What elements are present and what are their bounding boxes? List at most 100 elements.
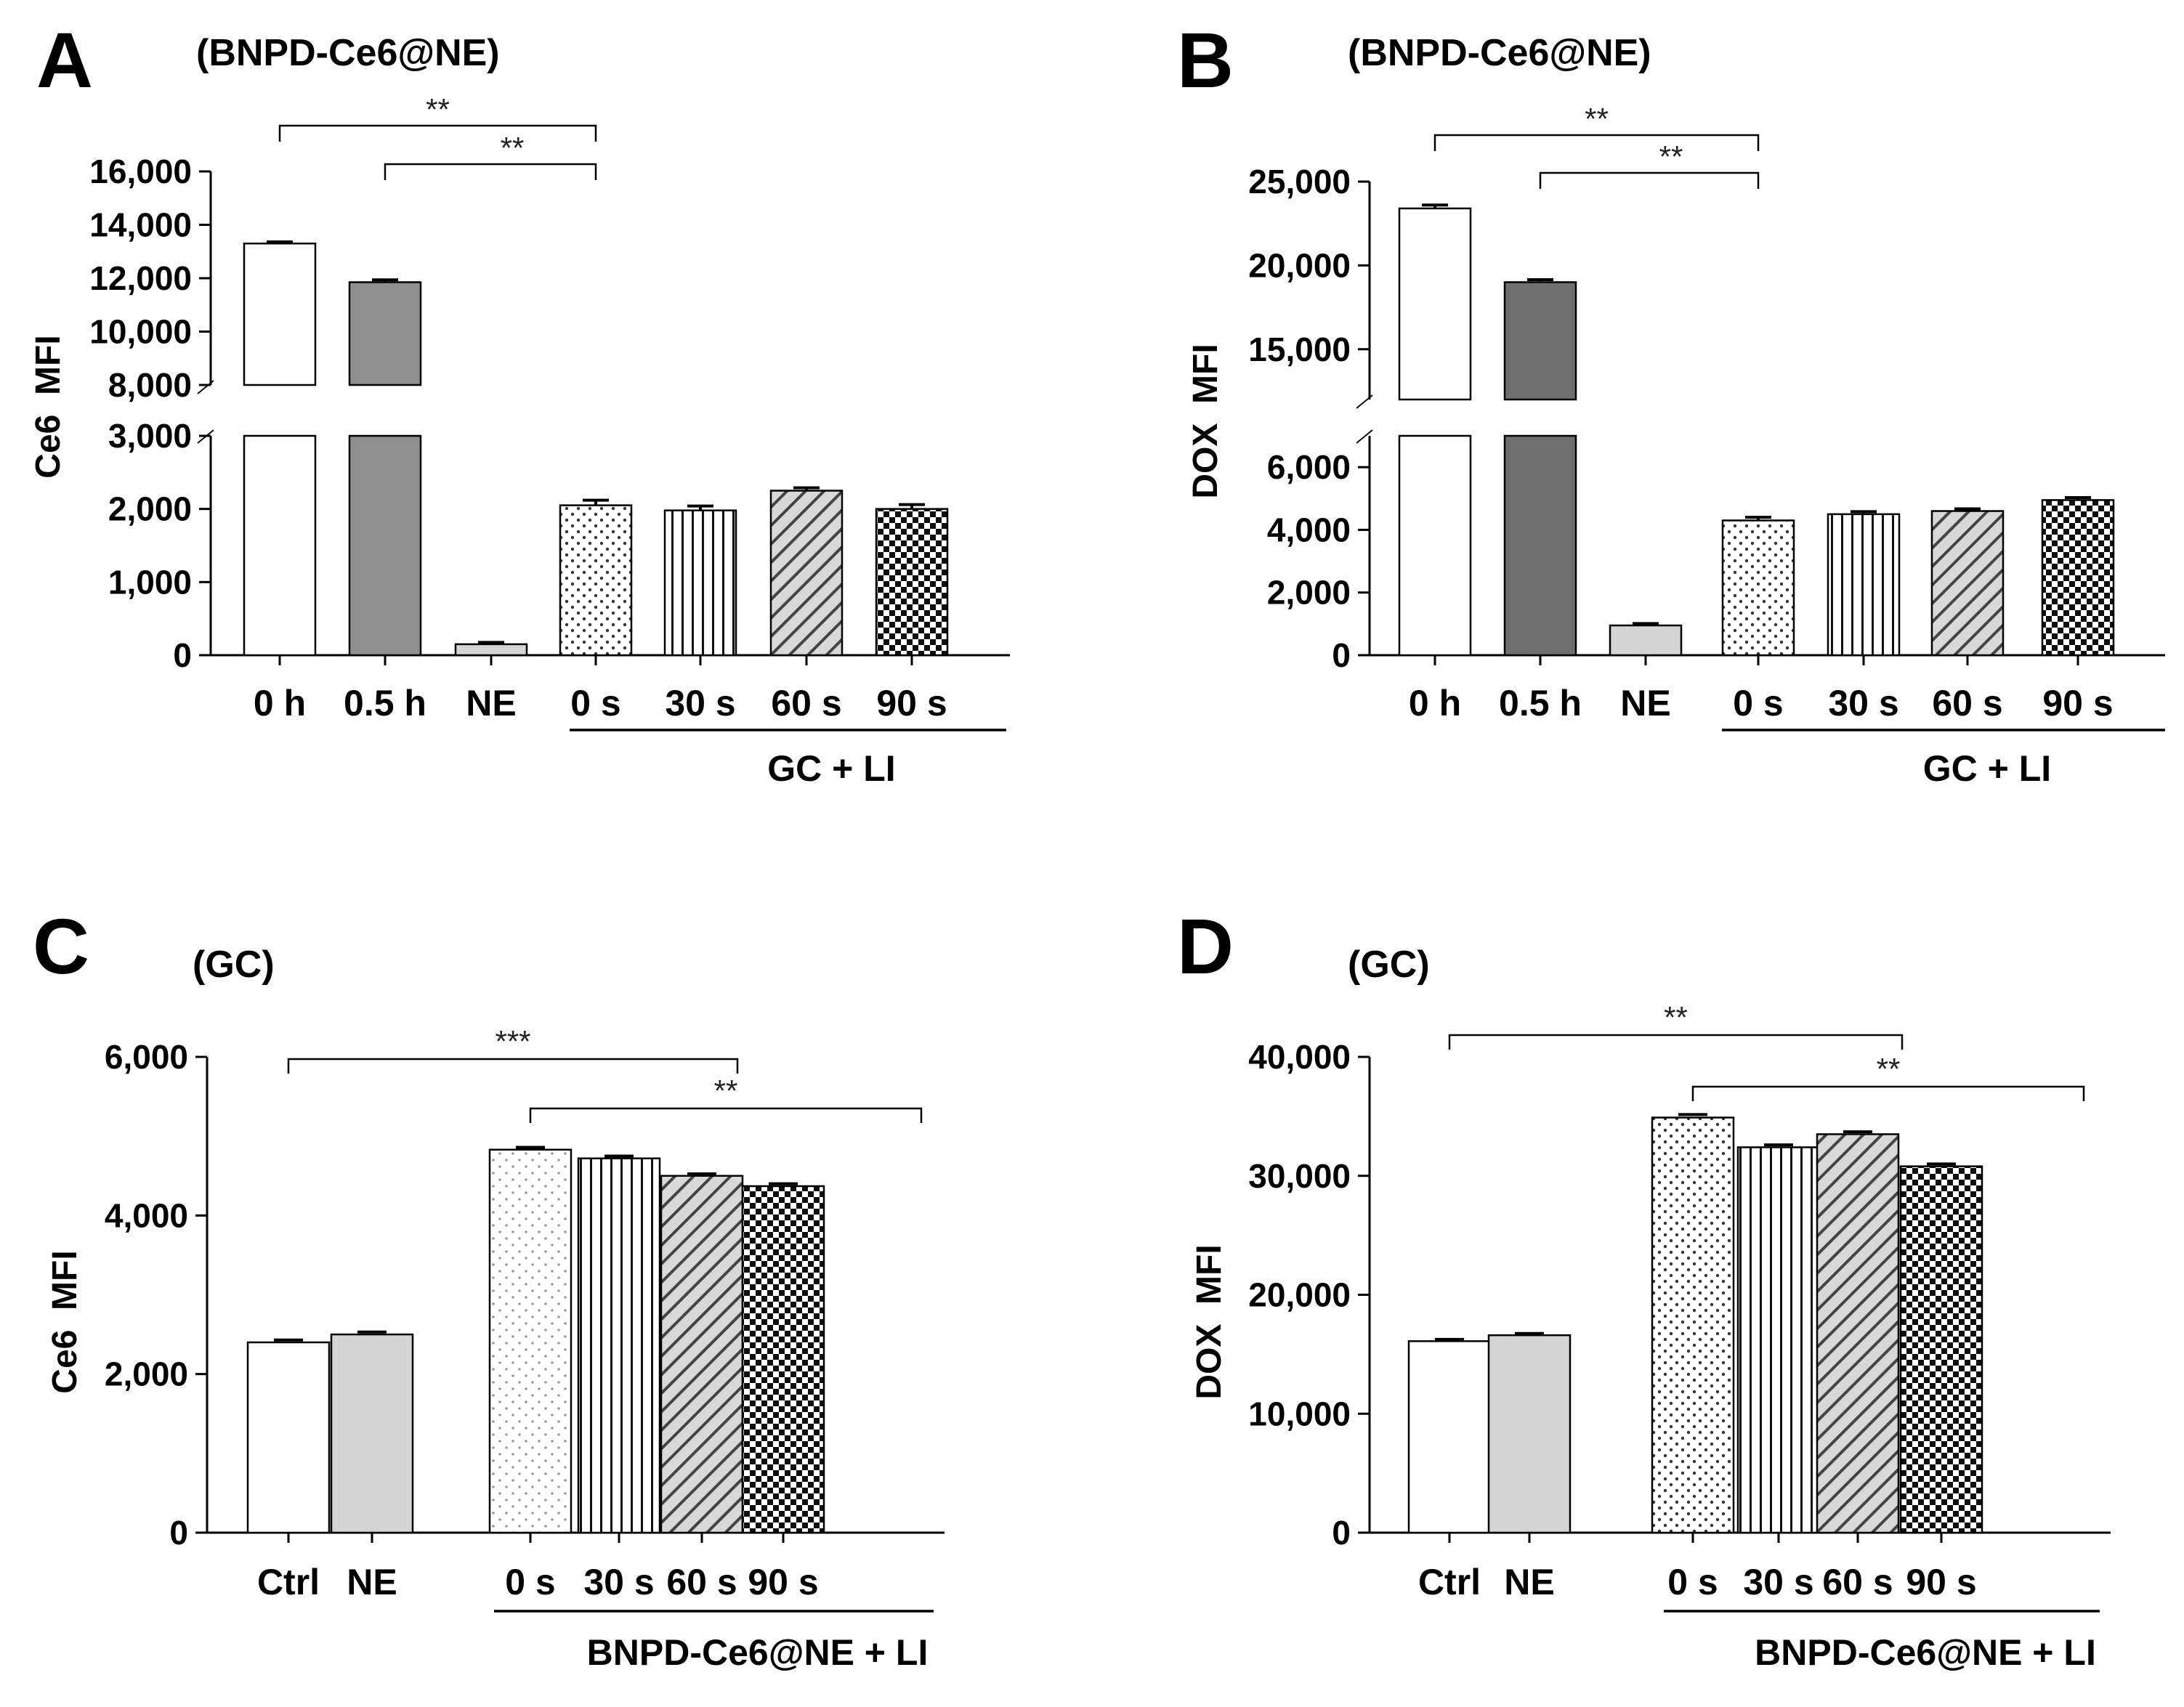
bar-upper-segment: [348, 281, 422, 386]
category-label: 0 h: [1409, 683, 1461, 723]
significance-label: **: [426, 92, 450, 126]
bar: [1827, 513, 1901, 657]
significance-bracket: [1433, 134, 1760, 151]
y-tick-label: 2,000: [105, 1355, 188, 1393]
significance-label: ***: [495, 1024, 530, 1058]
category-label: 60 s: [771, 683, 841, 723]
axis-break-gap: [347, 386, 423, 434]
significance-bracket: [287, 1058, 739, 1074]
group-label: GC + LI: [1923, 748, 2051, 789]
category-label: NE: [466, 683, 516, 723]
panel-letter: A: [36, 16, 93, 104]
panel-a: A (BNPD-Ce6@NE) Ce6 MFI 0 1,000 2,000 3,000 8,0…: [29, 16, 1010, 789]
category-label: NE: [347, 1562, 397, 1602]
category-label: 0 s: [570, 683, 621, 723]
bar: [769, 490, 844, 657]
category-label: 0 s: [1733, 683, 1784, 723]
significance-bracket: [1691, 1085, 2085, 1101]
panel-title: (GC): [193, 944, 275, 986]
significance-bracket: [1539, 171, 1760, 189]
y-tick-label: 12,000: [89, 259, 192, 297]
y-tick-label: 2,000: [108, 490, 192, 528]
bar: [663, 509, 737, 657]
y-tick-label: 6,000: [105, 1038, 188, 1076]
axis-break-mark: [197, 380, 214, 394]
bar-upper-segment: [1398, 207, 1472, 401]
category-label: 90 s: [1906, 1562, 1976, 1602]
bar: [660, 1175, 744, 1534]
y-tick-label: 10,000: [89, 313, 192, 351]
axis-break-gap: [1397, 401, 1473, 434]
category-label: 0 h: [254, 683, 306, 723]
bar: [1816, 1133, 1900, 1534]
bar: [348, 434, 422, 657]
bar: [246, 1341, 331, 1534]
panel-title: (GC): [1348, 944, 1430, 986]
axis-break-gap: [1502, 401, 1578, 434]
category-label: 30 s: [583, 1562, 654, 1602]
bar: [330, 1333, 414, 1534]
y-axis-label: Ce6 MFI: [29, 335, 68, 478]
category-label: 30 s: [665, 683, 735, 723]
category-label: 60 s: [1932, 683, 2002, 723]
axis-break-mark: [1356, 429, 1373, 444]
y-tick-label: 4,000: [105, 1196, 188, 1234]
y-tick-label: 0: [173, 636, 192, 674]
category-label: 30 s: [1743, 1562, 1813, 1602]
bar: [577, 1157, 661, 1534]
category-label: NE: [1504, 1562, 1554, 1602]
category-label: 90 s: [876, 683, 947, 723]
bar: [1721, 519, 1795, 657]
y-tick-label: 0: [1332, 636, 1351, 674]
y-tick-label: 1,000: [108, 563, 192, 601]
y-tick-label: 4,000: [1267, 511, 1351, 548]
bar: [1899, 1165, 1983, 1534]
panel-c: C (GC) Ce6 MFI 0 2,000 4,000 6,000 Ctrl NE 0 s 30 …: [33, 902, 945, 1673]
bar: [1930, 510, 2005, 657]
y-tick-label: 20,000: [1248, 1276, 1351, 1314]
category-label: 30 s: [1828, 683, 1898, 723]
group-label: GC + LI: [767, 748, 895, 789]
y-axis-label: Ce6 MFI: [46, 1250, 84, 1393]
category-label: 60 s: [1822, 1562, 1893, 1602]
significance-label: **: [714, 1074, 738, 1108]
category-label: NE: [1620, 683, 1670, 723]
axis-break-mark: [1356, 394, 1373, 409]
panel-letter: D: [1177, 902, 1234, 990]
category-label: 90 s: [748, 1562, 818, 1602]
significance-label: **: [1877, 1052, 1901, 1086]
bar-upper-segment: [243, 242, 317, 386]
y-tick-label: 0: [1332, 1514, 1351, 1552]
y-tick-label: 3,000: [108, 417, 192, 455]
category-label: 0.5 h: [344, 683, 426, 723]
panel-b: B (BNPD-Ce6@NE) DOX MFI 0 2,000 4,000 6,000 15,…: [1177, 16, 2165, 789]
y-tick-label: 16,000: [89, 153, 192, 190]
significance-label: **: [501, 131, 525, 165]
category-label: Ctrl: [257, 1562, 320, 1602]
bar: [1651, 1116, 1735, 1534]
bar: [1407, 1340, 1492, 1534]
significance-bracket: [1448, 1034, 1904, 1050]
bar: [1487, 1334, 1572, 1534]
bar: [875, 508, 949, 657]
category-label: 0 s: [505, 1562, 556, 1602]
bar: [2041, 499, 2115, 657]
significance-label: **: [1659, 139, 1683, 174]
y-axis-label: DOX MFI: [1190, 1244, 1229, 1399]
bar: [741, 1185, 825, 1534]
y-tick-label: 0: [169, 1514, 188, 1552]
panel-d: D (GC) DOX MFI 0 10,000 20,000 30,000 40,000 Ctr…: [1177, 902, 2111, 1673]
category-label: Ctrl: [1418, 1562, 1481, 1602]
bar-upper-segment: [1503, 281, 1577, 401]
bar: [1609, 624, 1683, 657]
category-label: 0.5 h: [1499, 683, 1582, 723]
group-label: BNPD-Ce6@NE + LI: [1755, 1632, 2096, 1673]
bar: [559, 504, 633, 657]
group-label: BNPD-Ce6@NE + LI: [587, 1632, 929, 1673]
panel-title: (BNPD-Ce6@NE): [196, 32, 500, 74]
bar: [454, 643, 528, 657]
significance-bracket: [384, 163, 597, 180]
y-tick-label: 40,000: [1248, 1038, 1351, 1076]
bar: [243, 434, 317, 657]
